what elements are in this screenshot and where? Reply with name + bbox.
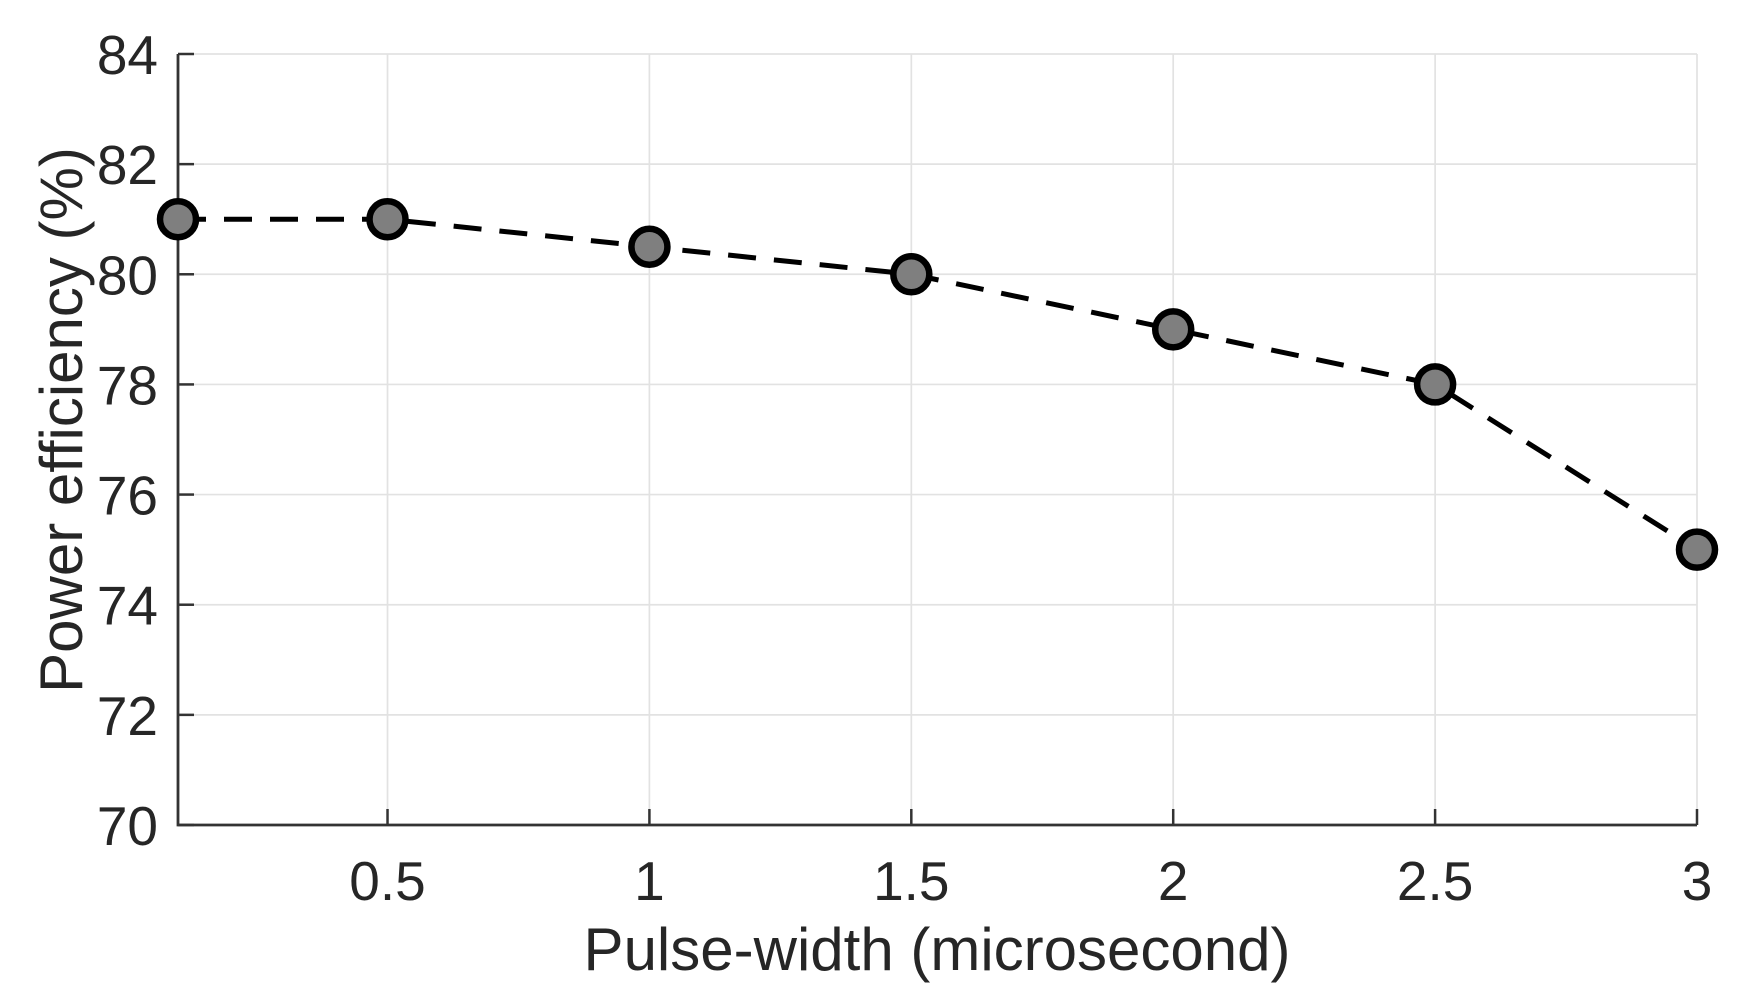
data-point-marker: [628, 225, 671, 268]
axes: [176, 52, 1699, 827]
axis-line: [176, 54, 1697, 827]
y-tick-label: 70: [97, 795, 158, 857]
x-tick-label: 1: [634, 850, 665, 912]
y-tick-label: 82: [97, 134, 158, 196]
y-tick-label: 84: [97, 24, 158, 86]
x-tick-label: 0.5: [349, 850, 425, 912]
data-series: [156, 197, 1719, 571]
y-tick-label: 78: [97, 354, 158, 416]
x-tick-label: 1.5: [873, 850, 949, 912]
gridlines: [178, 53, 1698, 826]
data-point-marker: [890, 253, 933, 296]
data-point-marker: [156, 197, 200, 241]
data-point-marker: [1675, 528, 1719, 571]
data-point-marker: [366, 197, 409, 241]
x-tick-label: 2.5: [1397, 850, 1473, 912]
x-axis-label: Pulse-width (microsecond): [584, 916, 1291, 983]
y-axis-label: Power efficiency (%): [28, 147, 95, 693]
y-tick-label: 72: [97, 685, 158, 747]
x-tick-label: 3: [1682, 850, 1713, 912]
y-tick-label: 76: [97, 465, 158, 527]
y-tick-label: 80: [97, 244, 158, 306]
tick-labels: 70 72 74 76 78 80 82 84 0.5 1 1.5 2 2.5 3: [97, 24, 1712, 912]
data-point-marker: [1151, 308, 1195, 351]
x-tick-label: 2: [1158, 850, 1189, 912]
y-tick-label: 74: [97, 575, 158, 637]
data-point-marker: [1413, 363, 1457, 406]
